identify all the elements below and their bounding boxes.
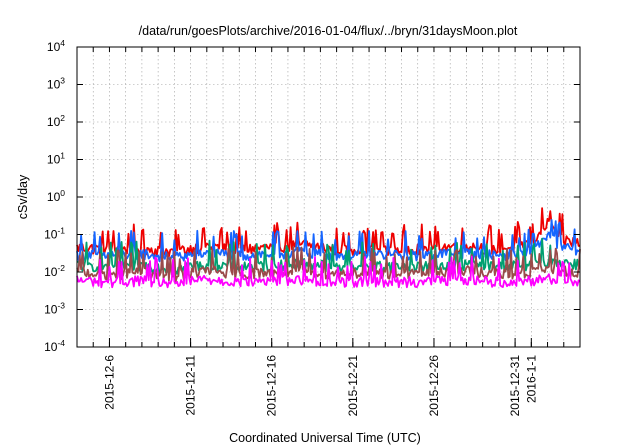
y-tick-label: 10-1 (44, 226, 65, 242)
y-tick-label: 103 (47, 76, 65, 92)
y-tick-label: 10-2 (44, 263, 65, 279)
x-tick-label: 2015-12-6 (102, 355, 116, 410)
y-tick-label: 10-4 (44, 338, 65, 354)
grid-lines (77, 47, 580, 347)
y-axis: 10-4 10-3 10-2 10-1 100 101 102 103 104 (44, 38, 580, 354)
y-tick-label: 102 (47, 113, 65, 129)
y-axis-label: cSv/day (16, 174, 30, 219)
x-axis-label: Coordinated Universal Time (UTC) (229, 431, 421, 445)
series-layer (76, 207, 581, 289)
x-tick-label: 2015-12-16 (265, 355, 279, 417)
series-line (76, 255, 581, 289)
x-tick-label: 2015-12-21 (346, 355, 360, 417)
y-tick-label: 104 (47, 38, 65, 54)
y-tick-label: 101 (47, 151, 65, 167)
x-tick-label: 2015-12-31 (508, 355, 522, 417)
x-axis: 2015-12-6 2015-12-11 2015-12-16 2015-12-21 2… (92, 47, 565, 417)
y-tick-label: 100 (47, 188, 65, 204)
x-tick-label: 2015-12-11 (184, 355, 198, 416)
x-tick-label: 2016-1-1 (524, 355, 538, 403)
y-tick-label: 10-3 (44, 301, 65, 317)
chart-title: /data/run/goesPlots/archive/2016-01-04/f… (139, 24, 518, 38)
x-tick-label: 2015-12-26 (427, 355, 441, 417)
series-line (76, 246, 581, 283)
plot-frame (76, 46, 581, 348)
